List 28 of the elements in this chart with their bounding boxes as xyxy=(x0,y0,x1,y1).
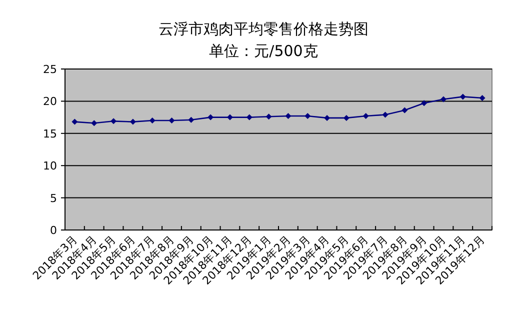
y-tick-label: 15 xyxy=(43,127,57,140)
chart-subtitle: 单位：元/500克 xyxy=(209,42,318,60)
point xyxy=(362,113,369,120)
point xyxy=(149,118,156,124)
y-tick-label: 0 xyxy=(50,224,57,237)
point xyxy=(188,116,194,123)
point xyxy=(285,113,292,120)
point xyxy=(266,114,272,120)
point xyxy=(440,96,446,102)
point xyxy=(72,118,78,125)
point xyxy=(421,100,428,106)
y-tick-label: 25 xyxy=(43,63,57,76)
point xyxy=(168,118,175,124)
chart-title: 云浮市鸡肉平均零售价格走势图 xyxy=(158,20,368,38)
point xyxy=(382,112,388,118)
point xyxy=(304,113,311,120)
point xyxy=(246,114,252,120)
point xyxy=(226,114,233,120)
point xyxy=(110,118,117,124)
point xyxy=(91,120,98,126)
point xyxy=(130,118,136,125)
y-tick-label: 20 xyxy=(43,95,57,108)
point xyxy=(460,94,466,100)
point xyxy=(402,107,408,114)
point xyxy=(479,94,486,101)
y-tick-label: 5 xyxy=(50,192,57,205)
point xyxy=(208,114,214,120)
y-tick-label: 10 xyxy=(43,160,57,173)
